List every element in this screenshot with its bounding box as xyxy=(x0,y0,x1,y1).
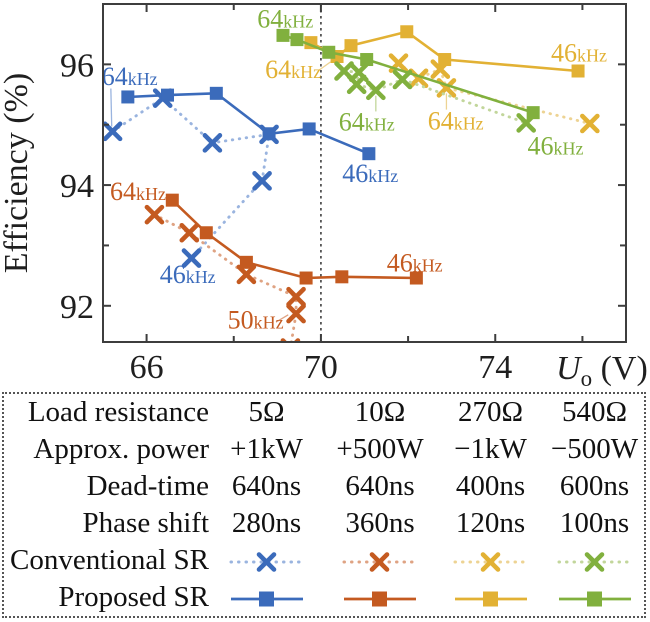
row-label: Load resistance xyxy=(27,396,209,428)
series-Proposed-SR-540Ω xyxy=(276,28,540,120)
freq-annotation: 46kHz xyxy=(528,131,584,160)
table-cell: 600ns xyxy=(559,470,630,502)
series-Conventional-SR-10Ω xyxy=(144,204,306,342)
x-tick-label: 66 xyxy=(130,349,164,386)
table-cell: +1kW xyxy=(230,433,303,465)
y-tick-label: 92 xyxy=(60,289,94,326)
table-cell: 400ns xyxy=(455,470,526,502)
proposed-sr-swatch xyxy=(545,581,644,614)
proposed-sr-swatch xyxy=(436,581,545,614)
solid-square-marker-icon xyxy=(344,591,416,607)
table-row-phase-shift: Phase shift 280ns 360ns 120ns 100ns xyxy=(4,505,644,542)
dotted-x-marker-icon xyxy=(229,552,304,573)
row-label: Dead-time xyxy=(86,470,209,502)
table-cell: 360ns xyxy=(345,507,415,539)
solid-square-marker-icon xyxy=(230,591,303,607)
freq-annotation: 64kHz xyxy=(257,5,313,34)
solid-square-marker-icon xyxy=(558,591,631,607)
freq-annotation: 46kHz xyxy=(387,248,443,277)
x-axis-title: Uo (V) xyxy=(556,350,648,391)
proposed-sr-swatch xyxy=(324,581,436,614)
table-cell: +500W xyxy=(336,433,424,465)
table-cell: 540Ω xyxy=(561,396,628,428)
table-cell: 5Ω xyxy=(248,396,285,428)
dotted-x-marker-icon xyxy=(557,552,632,573)
freq-annotation: 64kHz xyxy=(102,62,158,91)
series-Conventional-SR-540Ω xyxy=(334,61,536,133)
row-label: Conventional SR xyxy=(10,544,209,576)
conventional-sr-swatch xyxy=(209,544,324,577)
table-cell: 640ns xyxy=(231,470,302,502)
table-cell: 120ns xyxy=(455,507,526,539)
conventional-sr-swatch xyxy=(545,544,644,577)
solid-square-marker-icon xyxy=(454,591,527,607)
freq-annotation: 64kHz xyxy=(339,108,395,137)
y-axis-title: Efficiency (%) xyxy=(0,73,35,273)
row-label: Phase shift xyxy=(82,507,209,539)
parameter-legend-table: Load resistance 5Ω 10Ω 270Ω 540Ω Approx.… xyxy=(2,392,646,618)
table-cell: −1kW xyxy=(454,433,527,465)
proposed-sr-swatch xyxy=(209,581,324,614)
freq-annotation: 46kHz xyxy=(342,159,398,188)
table-row-dead-time: Dead-time 640ns 640ns 400ns 600ns xyxy=(4,468,644,505)
series-Proposed-SR-10Ω xyxy=(165,193,423,285)
y-tick-label: 96 xyxy=(60,47,94,84)
row-label: Approx. power xyxy=(33,433,209,465)
table-row-approx-power: Approx. power +1kW +500W −1kW −500W xyxy=(4,431,644,468)
series-Proposed-SR-5Ω xyxy=(121,86,376,161)
table-cell: 640ns xyxy=(345,470,415,502)
table-cell: 270Ω xyxy=(457,396,524,428)
conventional-sr-swatch xyxy=(324,544,436,577)
freq-annotation: 46kHz xyxy=(551,38,607,67)
dotted-x-marker-icon xyxy=(342,552,418,573)
chart-canvas: 64kHz 46kHz 46kHz 64kHz 50kHz 46kHz 64kHz 64kHz… xyxy=(0,3,648,391)
table-cell: −500W xyxy=(550,433,639,465)
row-label: Proposed SR xyxy=(58,581,209,613)
table-cell: 280ns xyxy=(231,507,302,539)
table-cell: 100ns xyxy=(559,507,630,539)
freq-annotation: 64kHz xyxy=(110,177,166,206)
table-row-proposed-sr: Proposed SR xyxy=(4,579,644,616)
series-Proposed-SR-270Ω xyxy=(304,25,585,78)
efficiency-vs-voltage-chart: 64kHz 46kHz 46kHz 64kHz 50kHz 46kHz 64kHz 64kHz… xyxy=(0,3,648,391)
x-tick-label: 70 xyxy=(304,349,338,386)
table-row-conventional-sr: Conventional SR xyxy=(4,542,644,579)
table-row-load-resistance: Load resistance 5Ω 10Ω 270Ω 540Ω xyxy=(4,394,644,431)
x-tick-label: 74 xyxy=(478,349,512,386)
conventional-sr-swatch xyxy=(436,544,545,577)
table-cell: 10Ω xyxy=(354,396,406,428)
freq-annotation: 50kHz xyxy=(228,306,284,335)
freq-annotation: 64kHz xyxy=(428,107,484,136)
y-tick-label: 94 xyxy=(60,168,94,205)
dotted-x-marker-icon xyxy=(453,552,528,573)
freq-annotation: 64kHz xyxy=(265,55,321,84)
